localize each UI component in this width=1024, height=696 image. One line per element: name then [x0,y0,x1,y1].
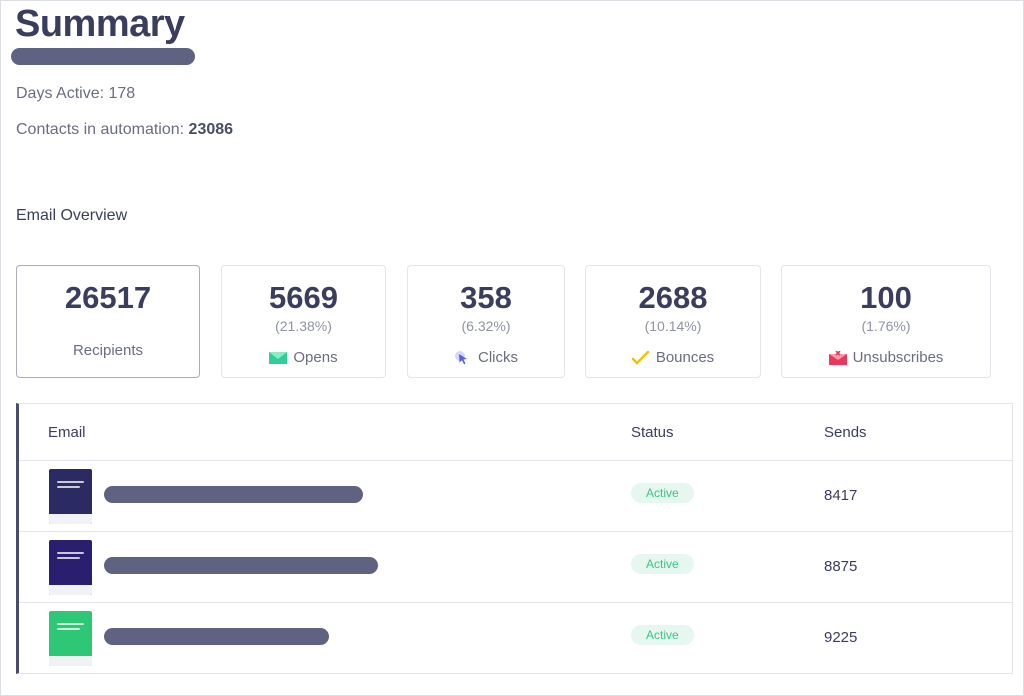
column-sends[interactable]: Sends [824,424,867,441]
recipients-label-text: Recipients [72,342,144,359]
unsubscribes-value: 100 [860,280,912,315]
cursor-click-icon [455,350,467,364]
sends-count: 8875 [824,558,858,575]
email-thumbnail[interactable] [49,469,92,524]
unsubscribe-envelope-icon [828,350,847,365]
bounces-label: Bounces [586,349,760,366]
envelope-open-icon [269,351,288,364]
sends-count: 9225 [824,629,858,646]
email-thumbnail[interactable] [49,611,92,666]
days-active-label: Days Active: [16,85,105,102]
redacted-email-name[interactable] [104,557,378,574]
days-active: Days Active: 178 [16,85,135,103]
recipients-label: Recipients [17,342,199,359]
bounce-check-icon [631,350,650,365]
unsubscribes-label: Unsubscribes [782,349,990,366]
email-overview-title: Email Overview [16,207,128,224]
table-row[interactable]: Active 9225 [19,603,1012,674]
email-table: Email Status Sends Active 8417 Active 88… [16,403,1013,674]
sends-count: 8417 [824,487,858,504]
clicks-value: 358 [460,280,512,315]
opens-value: 5669 [269,280,338,315]
contacts-in-automation: Contacts in automation: 23086 [16,121,233,139]
table-row[interactable]: Active 8417 [19,461,1012,532]
table-row[interactable]: Active 8875 [19,532,1012,603]
page-title: Summary [15,3,185,45]
redacted-subtitle [11,48,195,65]
table-header: Email Status Sends [19,404,1012,461]
unsubscribes-card[interactable]: 100 (1.76%) Unsubscribes [781,265,991,378]
clicks-label-text: Clicks [478,349,518,366]
clicks-card[interactable]: 358 (6.32%) Clicks [407,265,565,378]
recipients-card[interactable]: 26517 Recipients [16,265,200,378]
column-email[interactable]: Email [48,424,86,441]
bounces-card[interactable]: 2688 (10.14%) Bounces [585,265,761,378]
bounces-label-text: Bounces [655,349,715,366]
redacted-email-name[interactable] [104,628,329,645]
recipients-value: 26517 [64,280,152,315]
contacts-label: Contacts in automation: [16,121,185,138]
opens-card[interactable]: 5669 (21.38%) Opens [221,265,386,378]
redacted-email-name[interactable] [104,486,363,503]
opens-percent: (21.38%) [275,318,332,334]
clicks-percent: (6.32%) [461,318,511,334]
bounces-percent: (10.14%) [644,318,702,334]
opens-label-text: Opens [293,349,338,366]
days-active-value: 178 [108,85,136,102]
status-badge: Active [631,554,694,574]
bounces-value: 2688 [638,280,708,315]
opens-label: Opens [222,349,385,366]
contacts-value: 23086 [188,121,234,138]
unsubscribes-percent: (1.76%) [861,318,911,334]
clicks-label: Clicks [408,349,564,366]
column-status[interactable]: Status [631,424,674,441]
status-badge: Active [631,483,694,503]
email-thumbnail[interactable] [49,540,92,595]
status-badge: Active [631,625,694,645]
unsubscribes-label-text: Unsubscribes [852,349,944,366]
